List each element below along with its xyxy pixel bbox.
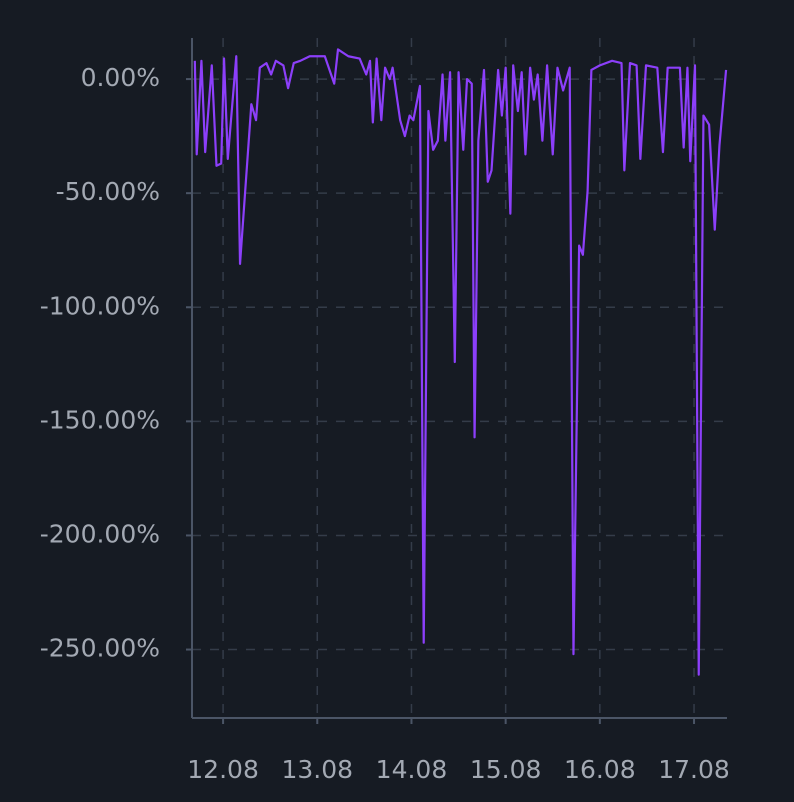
- x-tick-label: 13.08: [281, 755, 353, 784]
- x-tick-label: 17.08: [658, 755, 730, 784]
- line: [193, 48, 728, 676]
- y-tick-label: -250.00%: [40, 634, 160, 663]
- y-tick-label: 0.00%: [81, 63, 160, 92]
- x-tick-label: 16.08: [564, 755, 636, 784]
- y-tick-label: -100.00%: [40, 291, 160, 320]
- y-tick-label: -200.00%: [40, 519, 160, 548]
- x-tick-label: 14.08: [376, 755, 448, 784]
- y-tick-label: -50.00%: [56, 177, 160, 206]
- y-tick-label: -150.00%: [40, 405, 160, 434]
- x-tick-label: 15.08: [470, 755, 542, 784]
- x-tick-label: 12.08: [187, 755, 259, 784]
